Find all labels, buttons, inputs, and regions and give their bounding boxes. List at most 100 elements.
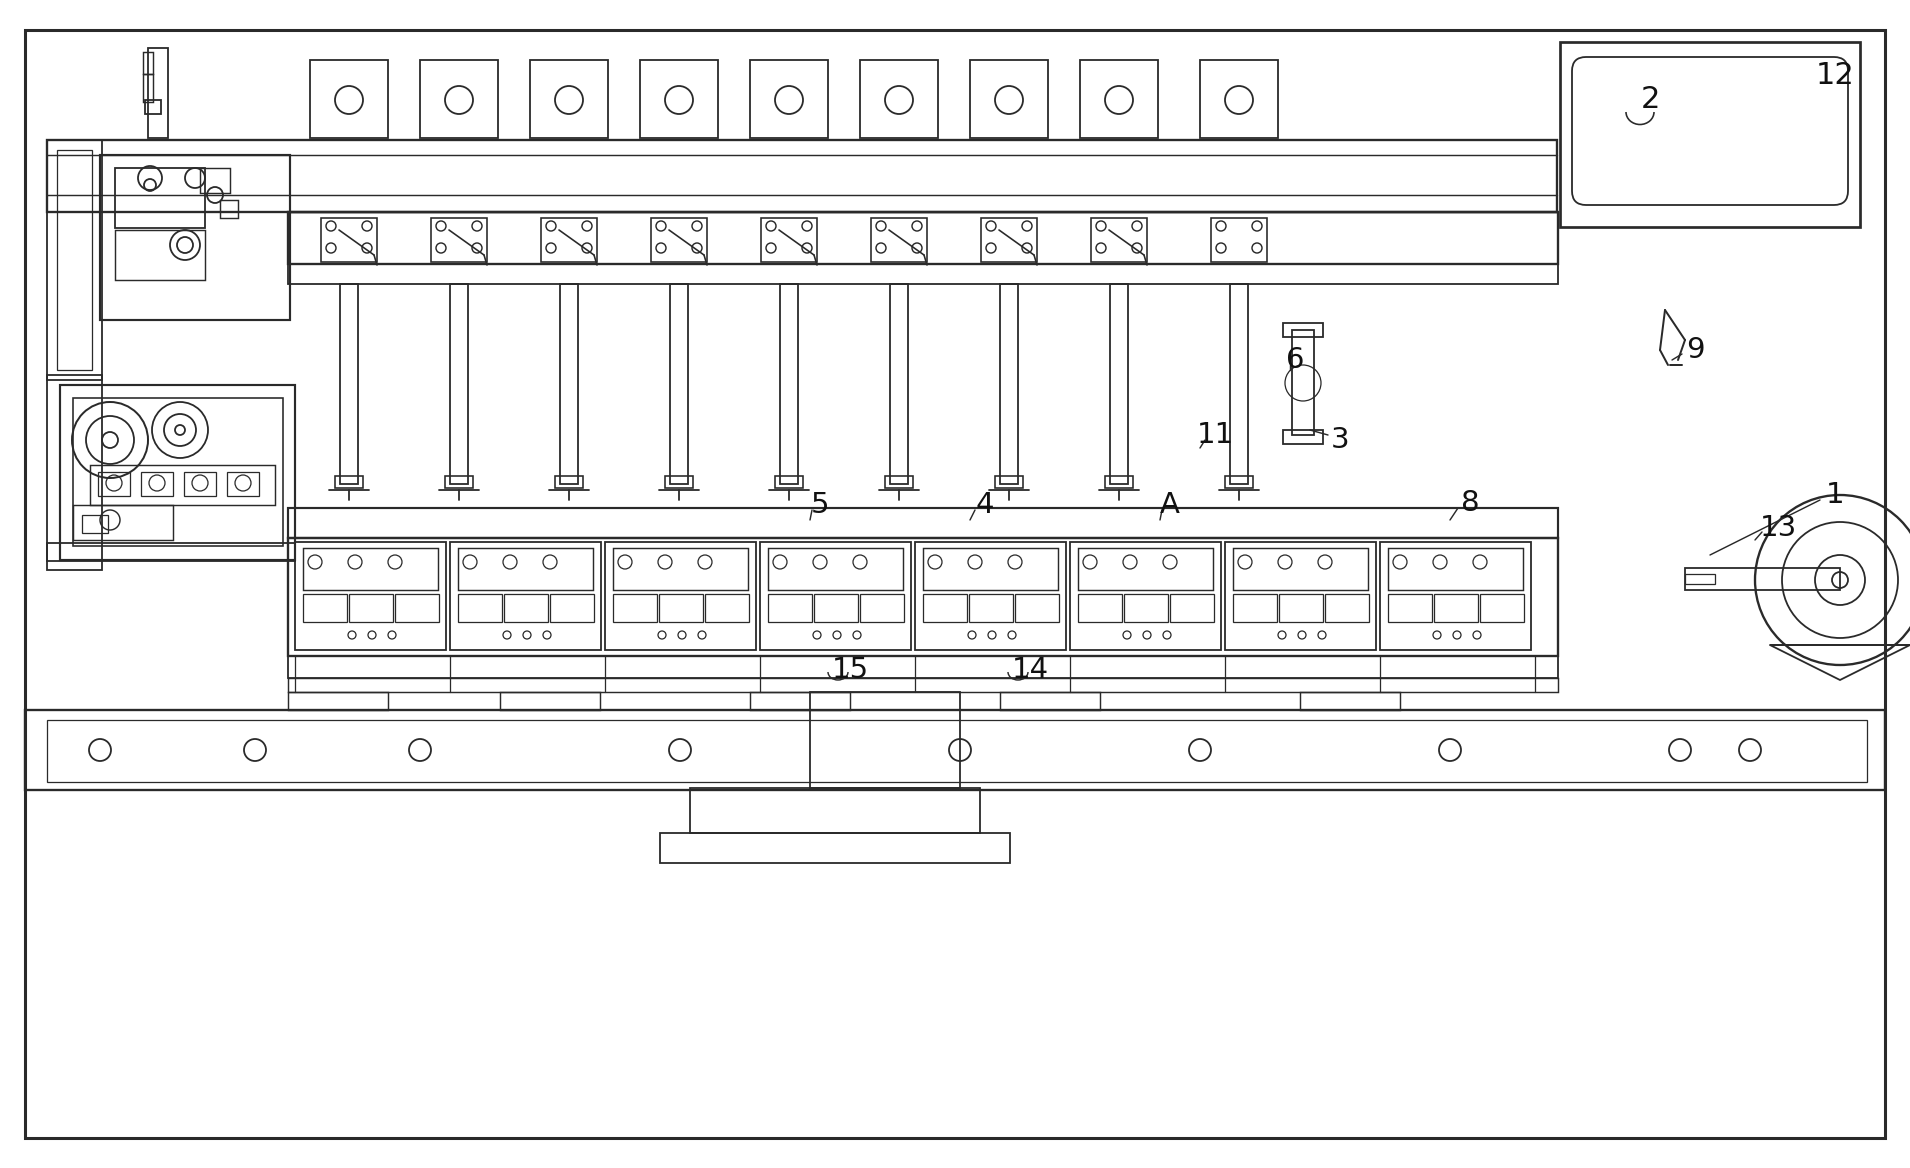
Text: 8: 8	[1461, 489, 1480, 517]
Bar	[810, 691, 961, 788]
Bar	[605, 542, 756, 651]
Bar	[1284, 324, 1324, 338]
Bar	[288, 213, 1559, 264]
Bar	[294, 542, 447, 651]
Bar	[665, 477, 693, 488]
Bar	[82, 515, 109, 533]
Bar	[304, 595, 348, 623]
Bar	[779, 284, 798, 484]
Bar	[25, 710, 1885, 790]
Bar	[760, 218, 817, 262]
Bar	[1079, 60, 1157, 138]
Text: 4: 4	[976, 491, 995, 519]
Bar	[1389, 548, 1522, 590]
Text: 15: 15	[831, 656, 869, 684]
Bar	[288, 677, 1559, 691]
Bar	[1001, 691, 1100, 710]
Text: 13: 13	[1759, 514, 1797, 542]
Bar	[613, 595, 657, 623]
Bar	[651, 218, 707, 262]
Bar	[923, 548, 1058, 590]
Bar	[1480, 595, 1524, 623]
Bar	[705, 595, 749, 623]
Bar	[143, 74, 153, 102]
Bar	[760, 542, 911, 651]
Bar	[304, 548, 437, 590]
Bar	[556, 477, 583, 488]
Bar	[915, 542, 1066, 651]
Bar	[871, 218, 926, 262]
Bar	[1110, 284, 1129, 484]
Bar	[420, 60, 499, 138]
Bar	[1211, 218, 1266, 262]
Bar	[890, 284, 907, 484]
Bar	[48, 140, 101, 380]
Bar	[1001, 284, 1018, 484]
Bar	[321, 218, 376, 262]
Bar	[334, 477, 363, 488]
Bar	[751, 691, 850, 710]
Bar	[73, 505, 174, 540]
Bar	[227, 472, 260, 496]
Bar	[640, 60, 718, 138]
Bar	[1230, 284, 1247, 484]
Bar	[860, 60, 938, 138]
Bar	[1224, 542, 1375, 651]
Bar	[288, 508, 1559, 538]
Bar	[201, 168, 229, 193]
Bar	[220, 200, 239, 218]
Bar	[751, 60, 829, 138]
Bar	[1070, 542, 1220, 651]
Bar	[1301, 691, 1400, 710]
Bar	[48, 543, 294, 561]
Bar	[1280, 595, 1324, 623]
Bar	[1381, 542, 1532, 651]
Bar	[288, 656, 1559, 677]
Bar	[115, 168, 204, 228]
Bar	[97, 472, 130, 496]
Bar	[1091, 218, 1148, 262]
Bar	[560, 284, 579, 484]
Bar	[350, 595, 393, 623]
Bar	[73, 398, 283, 545]
Bar	[183, 472, 216, 496]
Text: 14: 14	[1012, 656, 1049, 684]
Bar	[661, 833, 1010, 863]
Bar	[1685, 573, 1715, 584]
Bar	[458, 548, 592, 590]
Bar	[884, 477, 913, 488]
Bar	[1123, 595, 1169, 623]
Bar	[659, 595, 703, 623]
Bar	[1234, 548, 1368, 590]
Bar	[458, 595, 502, 623]
Text: 3: 3	[1331, 426, 1348, 454]
Bar	[309, 60, 388, 138]
Bar	[923, 595, 966, 623]
Bar	[1171, 595, 1215, 623]
Bar	[1077, 595, 1121, 623]
Text: 12: 12	[1816, 61, 1855, 90]
Bar	[1224, 477, 1253, 488]
Bar	[529, 60, 607, 138]
Bar	[340, 284, 357, 484]
Bar	[1685, 568, 1839, 590]
Bar	[814, 595, 858, 623]
Bar	[982, 218, 1037, 262]
Text: 5: 5	[810, 491, 829, 519]
Bar	[57, 150, 92, 370]
Bar	[145, 100, 160, 114]
Bar	[1199, 60, 1278, 138]
Bar	[690, 788, 980, 833]
Bar	[288, 538, 1559, 656]
Bar	[504, 595, 548, 623]
Bar	[90, 465, 275, 505]
Bar	[451, 542, 602, 651]
Text: A: A	[1159, 491, 1180, 519]
Bar	[500, 691, 600, 710]
Bar	[995, 477, 1024, 488]
Bar	[141, 472, 174, 496]
Bar	[968, 595, 1012, 623]
Bar	[1326, 595, 1369, 623]
Bar	[768, 548, 903, 590]
Bar	[1077, 548, 1213, 590]
